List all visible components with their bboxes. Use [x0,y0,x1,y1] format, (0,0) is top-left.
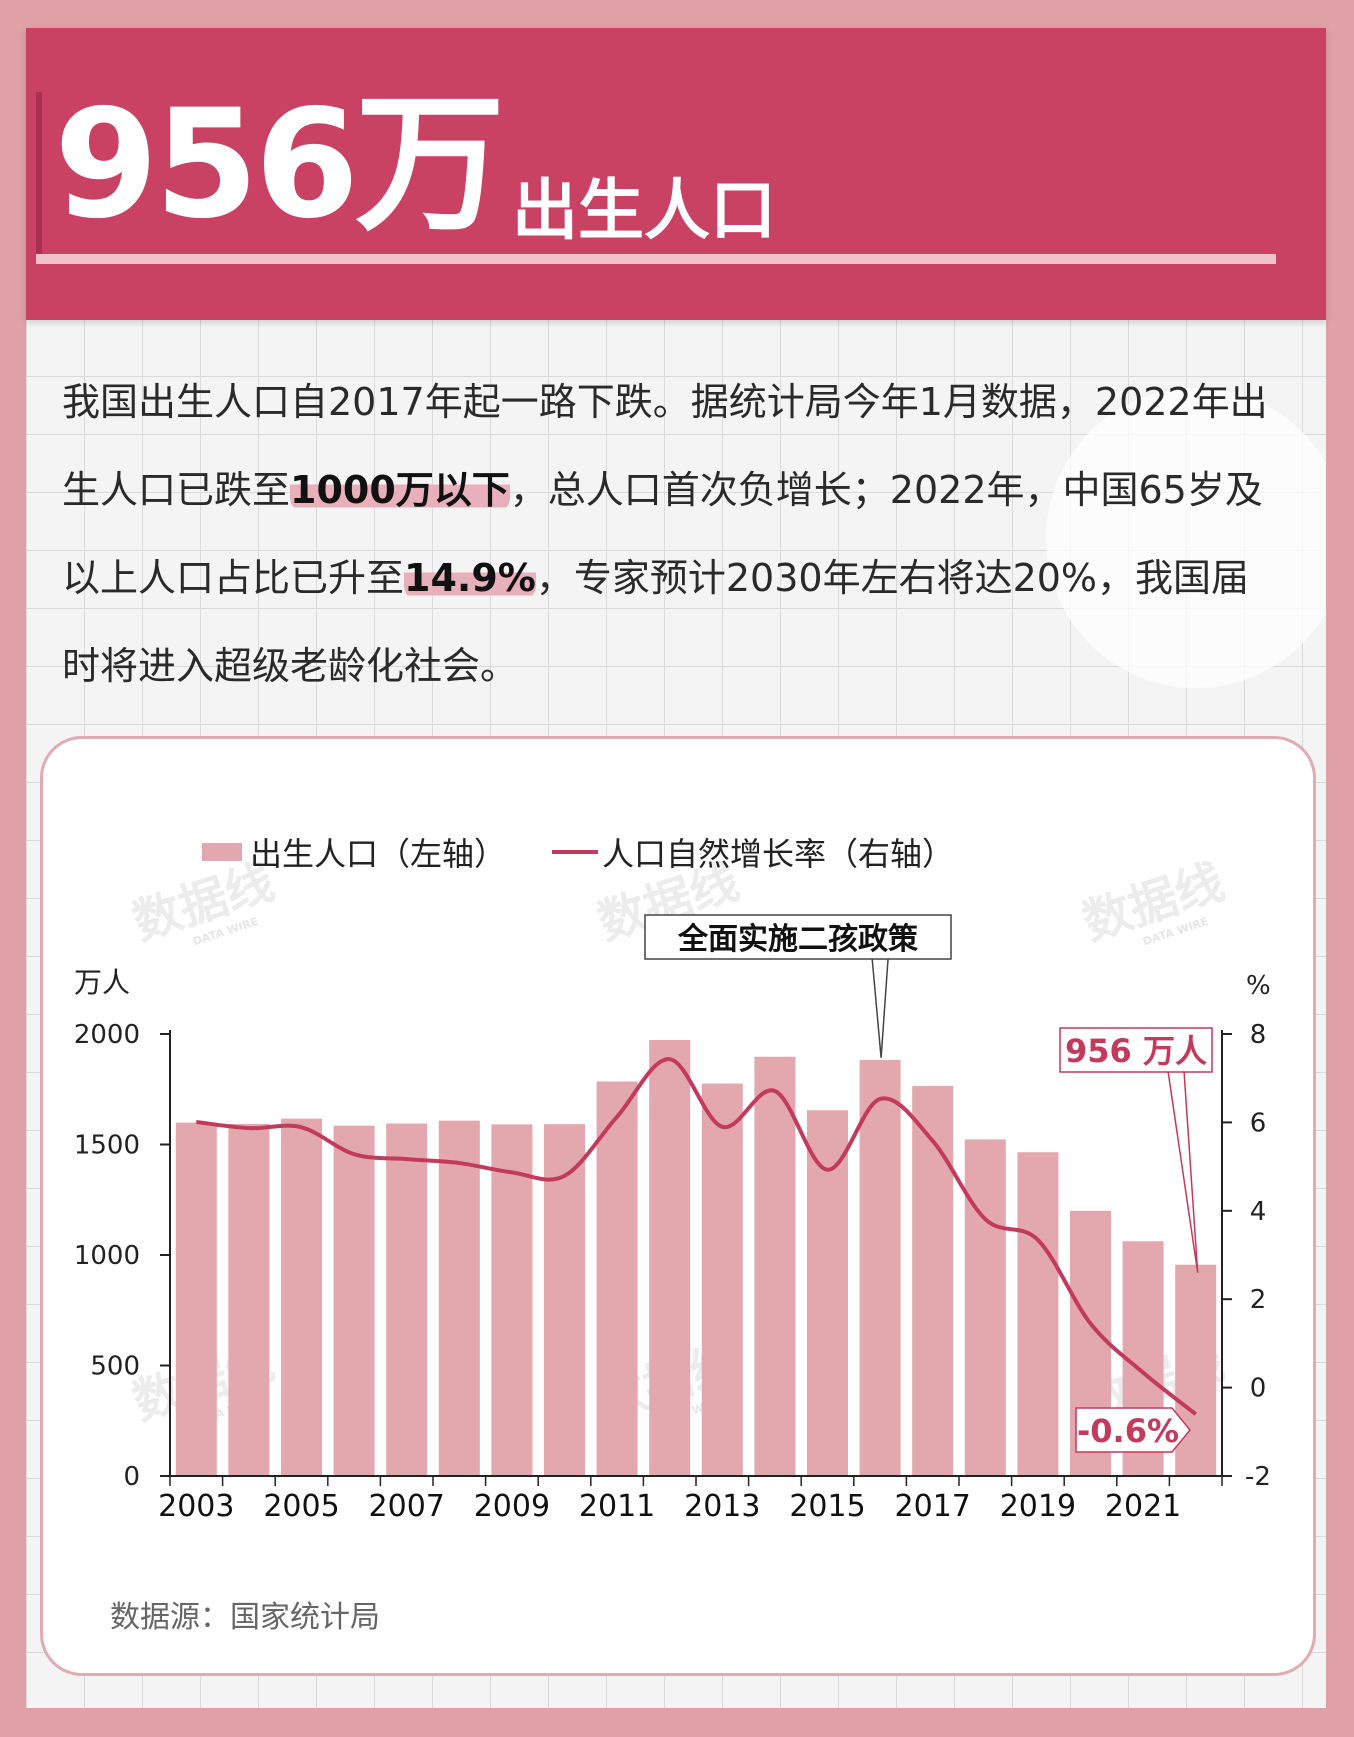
y-left-tick-label: 0 [123,1462,140,1492]
bar-2007 [386,1123,428,1476]
y-right-tick-label: 6 [1250,1108,1267,1138]
legend-bar-label: 出生人口（左轴） [250,835,506,873]
bar-2018 [964,1139,1006,1476]
bars-layer [175,1039,1217,1476]
birth-callout-text: 956 万人 [1065,1032,1207,1070]
rate-callout-box [1075,1407,1191,1453]
bar-2008 [438,1120,480,1476]
line-layer [196,1057,1197,1416]
bar-2012 [649,1039,691,1476]
x-tick-label-2005: 2005 [263,1489,339,1524]
y-right-unit-label: % [1246,971,1271,1001]
intro-text-1: 我国出生人口自2017年起一路下跌。据统计局今年1月数据，2022年出生人口已跌… [62,380,1268,512]
rate-2022-annotation: -0.6% [1075,1407,1191,1453]
x-tick-label-2013: 2013 [684,1489,760,1524]
x-tick-label-2015: 2015 [789,1489,865,1524]
bar-2016 [859,1059,901,1476]
policy-annotation: 全面实施二孩政策 [644,914,952,1058]
bar-2011 [596,1081,638,1476]
birth-2022-annotation: 956 万人 [1059,1027,1213,1273]
growth-rate-line [196,1057,1197,1416]
x-tick-label-2019: 2019 [1000,1489,1076,1524]
header-banner: 956万 出生人口 [26,28,1326,320]
intro-text-3: ，专家预计2030年左右将达20%，我国届时将进入超级老龄化社会。 [62,556,1250,688]
hero-label: 出生人口 [512,172,776,249]
bar-2009 [491,1124,533,1476]
y-left-tick-label: 2000 [74,1020,140,1050]
bar-2003 [175,1122,217,1476]
intro-text-2: ，总人口首次负增长；2022年，中国65岁及以上人口占比已升至 [62,468,1263,600]
y-left-unit-label: 万人 [74,966,130,999]
bar-2022 [1175,1264,1217,1476]
y-right-tick-label: 4 [1250,1197,1267,1227]
legend-line-label: 人口自然增长率（右轴） [602,835,954,873]
y-right-tick-label: 2 [1250,1285,1267,1315]
x-tick-label-2003: 2003 [158,1489,234,1524]
x-tick-label-2017: 2017 [895,1489,971,1524]
bar-2019 [1017,1152,1059,1476]
intro-highlight-elderly: 14.9% [404,556,536,600]
header-accent-bar [36,92,42,262]
legend-bar-swatch [202,843,242,861]
axes-layer: 0 500 1000 1500 2000 -2 0 2 4 6 8 2003 2005 2007 2009 2… [74,1020,1271,1524]
y-right-tick-label: -2 [1245,1462,1271,1492]
bar-2013 [701,1083,743,1476]
rate-callout-text: -0.6% [1077,1412,1179,1450]
legend: 出生人口（左轴） 人口自然增长率（右轴） [202,835,954,873]
birth-callout-box [1059,1027,1213,1073]
x-tick-label-2009: 2009 [474,1489,550,1524]
birth-pointer [1167,1070,1199,1273]
hero-number: 956万 [54,78,505,252]
y-left-tick-label: 1500 [74,1131,140,1161]
bar-2015 [806,1110,849,1476]
intro-highlight-birth: 1000万以下 [290,468,510,512]
watermark: 数据线 DATA WIRE [1076,854,1230,952]
policy-callout-box [644,914,952,960]
decorative-circle [1046,388,1326,688]
y-right-tick-label: 0 [1250,1374,1267,1404]
data-source-note: 数据源：国家统计局 [110,1600,380,1635]
intro-paragraph: 我国出生人口自2017年起一路下跌。据统计局今年1月数据，2022年出生人口已跌… [62,358,1284,710]
bar-2010 [543,1124,586,1476]
y-left-tick-label: 500 [90,1352,140,1382]
bar-2014 [754,1056,796,1476]
x-tick-label-2021: 2021 [1105,1489,1181,1524]
x-tick-label-2011: 2011 [579,1489,655,1524]
x-tick-label-2007: 2007 [369,1489,445,1524]
y-right-tick-label: 8 [1250,1020,1267,1050]
y-left-tick-label: 1000 [74,1241,140,1271]
bar-2004 [228,1123,270,1476]
bar-2006 [333,1125,375,1476]
header-underline [36,254,1276,264]
bar-2017 [912,1085,954,1476]
policy-pointer [871,957,889,1058]
bar-2005 [280,1118,323,1476]
policy-callout-text: 全面实施二孩政策 [677,922,918,957]
